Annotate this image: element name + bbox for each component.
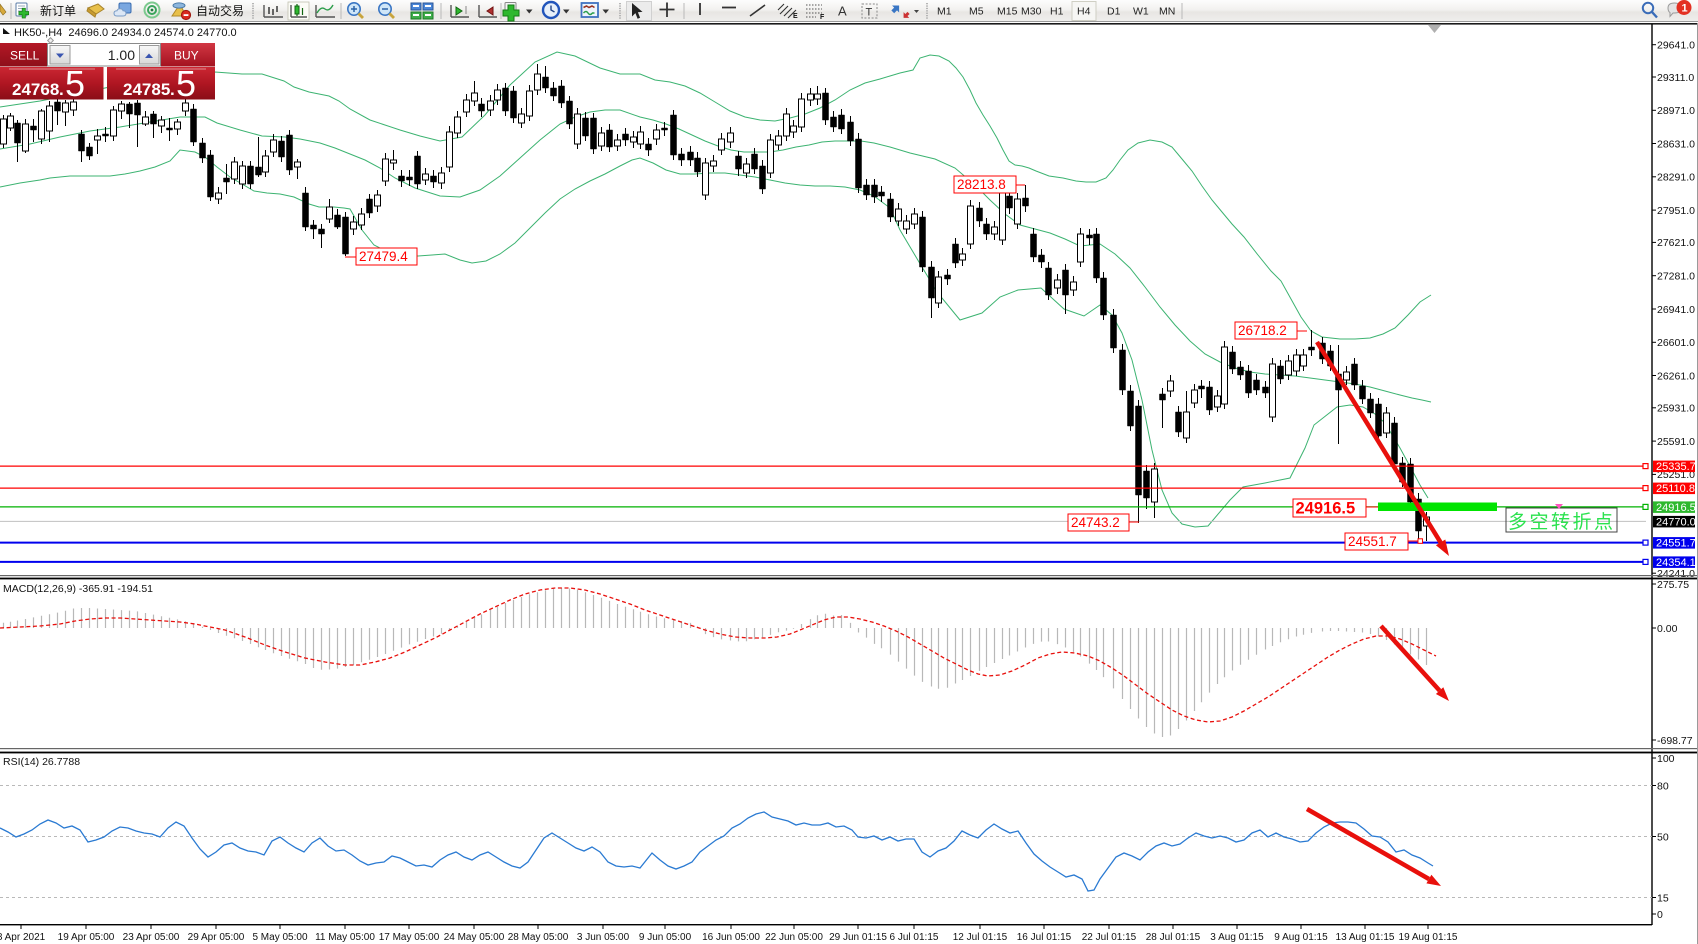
svg-text:.: . [170, 80, 175, 99]
svg-text:3 Aug 01:15: 3 Aug 01:15 [1210, 932, 1264, 943]
svg-text:新订单: 新订单 [40, 3, 76, 18]
svg-text:26601.0: 26601.0 [1657, 337, 1695, 349]
svg-text:M5: M5 [969, 6, 984, 18]
svg-text:29 Jun 01:15: 29 Jun 01:15 [829, 932, 887, 943]
svg-text:9 Jun 05:00: 9 Jun 05:00 [639, 932, 692, 943]
svg-text:29311.0: 29311.0 [1657, 72, 1694, 84]
svg-text:M30: M30 [1021, 6, 1042, 18]
svg-text:24916.5: 24916.5 [1656, 502, 1696, 514]
svg-text:5: 5 [176, 63, 196, 104]
svg-text:17 May 05:00: 17 May 05:00 [379, 932, 440, 943]
svg-text:25591.0: 25591.0 [1657, 436, 1695, 448]
svg-text:80: 80 [1657, 780, 1669, 792]
svg-text:27621.0: 27621.0 [1657, 237, 1695, 249]
svg-text:D1: D1 [1107, 6, 1121, 18]
svg-text:26718.2: 26718.2 [1238, 323, 1287, 338]
svg-text:13 Aug 01:15: 13 Aug 01:15 [1336, 932, 1395, 943]
svg-text:自动交易: 自动交易 [196, 3, 244, 18]
svg-text:25931.0: 25931.0 [1657, 403, 1695, 415]
svg-text:275.75: 275.75 [1657, 579, 1689, 591]
svg-text:29641.0: 29641.0 [1657, 40, 1695, 52]
svg-text:A: A [838, 4, 847, 19]
svg-text:0.00: 0.00 [1657, 623, 1678, 635]
svg-text:F: F [820, 14, 825, 21]
svg-text:5: 5 [65, 63, 85, 104]
svg-text:SELL: SELL [10, 49, 40, 63]
svg-text:.: . [59, 80, 64, 99]
svg-text:M15: M15 [997, 6, 1018, 18]
svg-text:6 Jul 01:15: 6 Jul 01:15 [890, 932, 939, 943]
svg-text:25110.8: 25110.8 [1656, 483, 1695, 495]
svg-text:19 Apr 05:00: 19 Apr 05:00 [58, 932, 115, 943]
svg-text:T: T [866, 7, 873, 19]
svg-text:19 Aug 01:15: 19 Aug 01:15 [1399, 932, 1458, 943]
svg-text:28 Jul 01:15: 28 Jul 01:15 [1146, 932, 1201, 943]
svg-text:W1: W1 [1133, 6, 1149, 18]
svg-text:-698.77: -698.77 [1657, 735, 1693, 747]
svg-text:5 May 05:00: 5 May 05:00 [252, 932, 307, 943]
svg-text:多空转折点: 多空转折点 [1508, 511, 1616, 533]
svg-text:23 Apr 05:00: 23 Apr 05:00 [123, 932, 180, 943]
svg-text:27281.0: 27281.0 [1657, 271, 1695, 283]
svg-text:29 Apr 05:00: 29 Apr 05:00 [188, 932, 245, 943]
svg-text:H4: H4 [1077, 6, 1091, 18]
svg-text:24354.1: 24354.1 [1656, 557, 1696, 569]
svg-text:22 Jul 01:15: 22 Jul 01:15 [1082, 932, 1137, 943]
svg-text:3 Jun 05:00: 3 Jun 05:00 [577, 932, 630, 943]
svg-text:100: 100 [1657, 753, 1675, 765]
svg-text:28971.0: 28971.0 [1657, 105, 1695, 117]
svg-text:24785: 24785 [123, 80, 170, 99]
svg-text:24768: 24768 [12, 80, 59, 99]
svg-text:9 Aug 01:15: 9 Aug 01:15 [1274, 932, 1328, 943]
svg-text:28631.0: 28631.0 [1657, 138, 1695, 150]
svg-text:50: 50 [1657, 831, 1669, 843]
svg-text:BUY: BUY [174, 49, 199, 63]
svg-text:RSI(14) 26.7788: RSI(14) 26.7788 [3, 756, 80, 768]
svg-text:M1: M1 [937, 6, 952, 18]
svg-text:24743.2: 24743.2 [1071, 515, 1120, 530]
svg-text:24916.5: 24916.5 [1296, 500, 1356, 518]
svg-text:8 Apr 2021: 8 Apr 2021 [0, 932, 46, 943]
svg-text:27479.4: 27479.4 [359, 249, 408, 264]
svg-text:MACD(12,26,9) -365.91 -194.51: MACD(12,26,9) -365.91 -194.51 [3, 583, 153, 595]
svg-text:28213.8: 28213.8 [957, 177, 1006, 192]
svg-text:1.00: 1.00 [108, 47, 135, 63]
svg-text:24 May 05:00: 24 May 05:00 [444, 932, 505, 943]
svg-text:11 May 05:00: 11 May 05:00 [315, 932, 375, 943]
svg-text:25251.0: 25251.0 [1657, 469, 1695, 481]
svg-text:16 Jul 01:15: 16 Jul 01:15 [1017, 932, 1072, 943]
svg-text:H1: H1 [1050, 6, 1064, 18]
svg-text:22 Jun 05:00: 22 Jun 05:00 [765, 932, 823, 943]
svg-text:1: 1 [1682, 3, 1688, 15]
svg-text:26941.0: 26941.0 [1657, 304, 1695, 316]
svg-text:HK50-,H4 24696.0 24934.0 2457: HK50-,H4 24696.0 24934.0 24574.0 24770.0 [14, 27, 237, 39]
svg-text:E: E [793, 13, 798, 20]
svg-text:24551.7: 24551.7 [1348, 534, 1397, 549]
svg-text:24241.0: 24241.0 [1657, 568, 1695, 580]
svg-text:24551.7: 24551.7 [1656, 538, 1696, 550]
svg-text:27951.0: 27951.0 [1657, 205, 1695, 217]
svg-text:12 Jul 01:15: 12 Jul 01:15 [953, 932, 1008, 943]
svg-text:28 May 05:00: 28 May 05:00 [508, 932, 569, 943]
svg-text:28291.0: 28291.0 [1657, 172, 1695, 184]
svg-text:0: 0 [1657, 909, 1663, 921]
svg-text:MN: MN [1159, 6, 1175, 18]
svg-text:16 Jun 05:00: 16 Jun 05:00 [702, 932, 760, 943]
svg-text:25335.7: 25335.7 [1656, 461, 1696, 473]
svg-text:15: 15 [1657, 892, 1669, 904]
svg-text:24770.0: 24770.0 [1656, 516, 1696, 528]
svg-text:26261.0: 26261.0 [1657, 370, 1695, 382]
